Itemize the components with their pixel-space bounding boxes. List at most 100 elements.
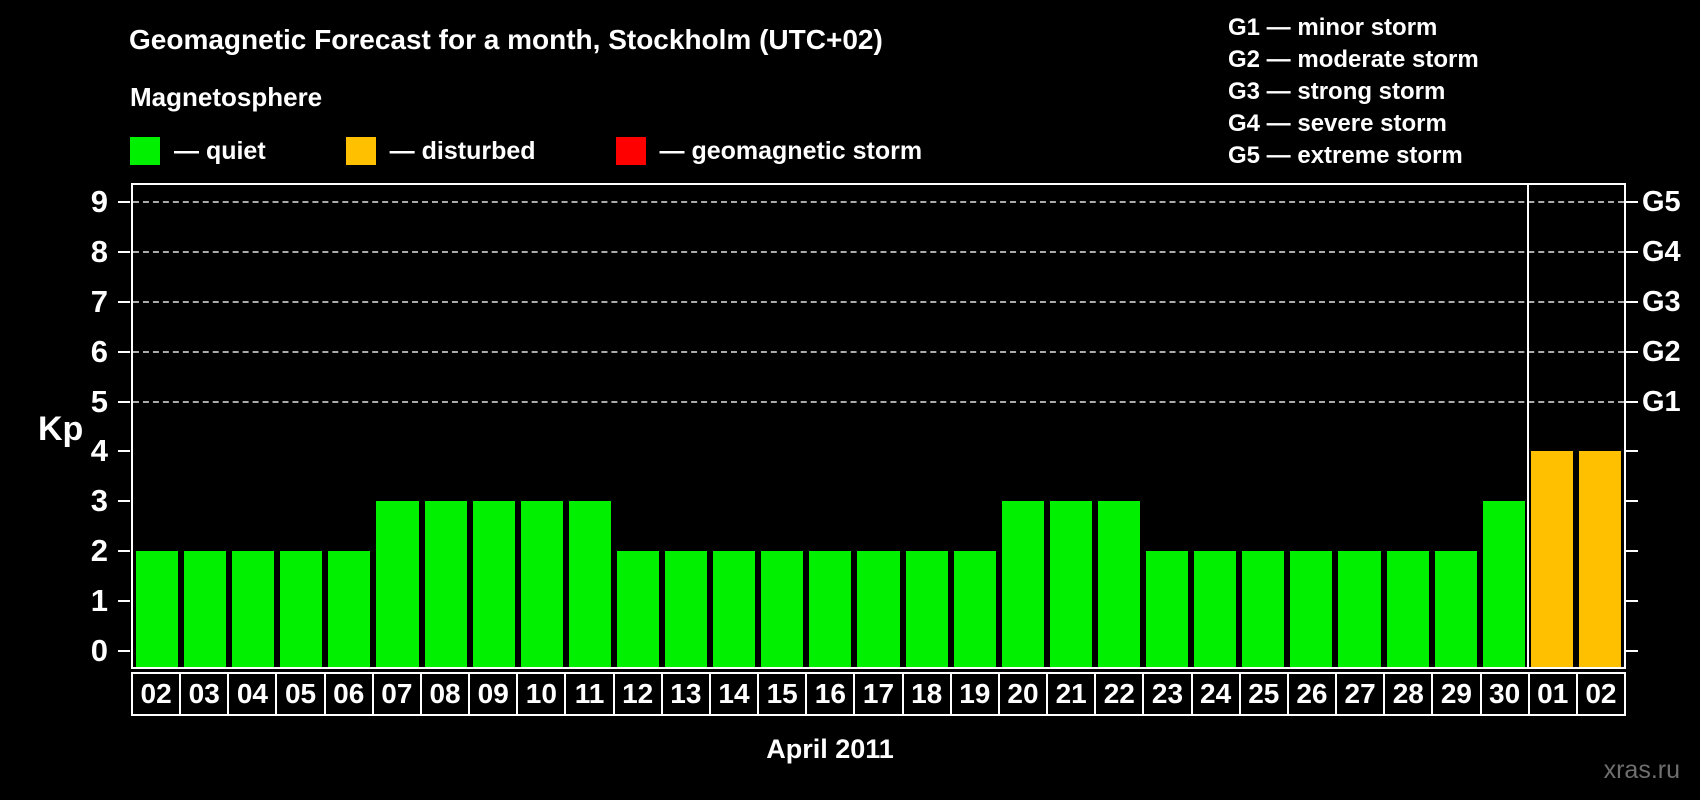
gridline-g3 (133, 300, 1624, 303)
y-tick-left-9 (118, 201, 130, 203)
bar-day-27 (1338, 551, 1381, 667)
y-axis-label-9: 9 (90, 184, 108, 219)
y-axis-label-0: 0 (90, 633, 108, 668)
legend-label-disturbed: — disturbed (389, 137, 536, 165)
bar-day-04 (232, 551, 275, 667)
bar-day-21 (1049, 501, 1092, 667)
bar-day-01 (1530, 451, 1573, 667)
y-tick-right-7 (1626, 300, 1638, 303)
bar-day-12 (616, 551, 660, 667)
bar-day-02 (1578, 451, 1621, 667)
y-tick-right-0 (1626, 650, 1638, 652)
right-axis-label-g2: G2 (1642, 335, 1681, 368)
bar-day-28 (1386, 551, 1429, 667)
day-label-13: 13 (662, 674, 709, 714)
day-label-04: 04 (229, 674, 276, 714)
bar-day-16 (809, 551, 852, 667)
y-axis-title: Kp (38, 410, 84, 448)
y-axis-label-5: 5 (90, 383, 108, 419)
y-tick-right-3 (1626, 500, 1638, 503)
bar-day-22 (1097, 501, 1141, 667)
bar-day-03 (184, 551, 227, 667)
day-label-02: 02 (1577, 674, 1624, 714)
g-scale-legend-line: G1 — minor storm (1228, 14, 1438, 41)
y-tick-left-8 (118, 250, 130, 253)
plot-area (131, 183, 1626, 669)
bar-day-05 (280, 551, 323, 667)
day-label-20: 20 (999, 674, 1047, 714)
bar-day-02 (136, 551, 179, 667)
bar-day-18 (905, 551, 948, 667)
bar-day-19 (953, 551, 996, 667)
day-label-05: 05 (277, 674, 324, 714)
g-scale-legend-line: G3 — strong storm (1228, 78, 1446, 105)
day-label-28: 28 (1385, 674, 1432, 714)
legend-item-quiet: — quiet (130, 137, 266, 165)
y-tick-left-1 (118, 600, 130, 603)
y-tick-left-2 (118, 550, 130, 553)
y-tick-right-6 (1626, 350, 1638, 353)
bar-day-25 (1242, 551, 1285, 667)
y-tick-right-2 (1626, 550, 1638, 553)
day-label-24: 24 (1192, 674, 1239, 714)
y-axis-label-4: 4 (90, 433, 108, 469)
y-tick-right-8 (1626, 250, 1638, 253)
g-scale-legend: G1 — minor storm G2 — moderate storm G3 — … (1228, 12, 1479, 172)
y-tick-left-0 (118, 650, 130, 652)
day-label-01: 01 (1529, 674, 1576, 714)
day-label-08: 08 (421, 674, 469, 714)
bar-day-17 (857, 551, 900, 667)
g-scale-legend-line: G4 — severe storm (1228, 110, 1447, 137)
y-axis-label-8: 8 (90, 233, 108, 269)
day-label-27: 27 (1337, 674, 1384, 714)
bar-day-20 (1001, 501, 1044, 667)
legend-label-storm: — geomagnetic storm (659, 137, 923, 165)
month-separator-line (1526, 185, 1529, 667)
y-axis-label-1: 1 (90, 583, 108, 619)
bar-day-09 (472, 501, 515, 667)
bar-day-24 (1194, 551, 1237, 667)
legend-item-disturbed: — disturbed (345, 137, 536, 165)
day-label-07: 07 (373, 674, 420, 714)
y-tick-right-4 (1626, 450, 1638, 453)
bar-day-13 (665, 551, 708, 667)
day-label-17: 17 (855, 674, 902, 714)
right-axis-label-g5: G5 (1642, 186, 1681, 218)
day-label-06: 06 (325, 674, 372, 714)
g-scale-legend-line: G5 — extreme storm (1228, 142, 1463, 169)
y-tick-left-6 (118, 350, 130, 353)
y-tick-left-7 (118, 300, 130, 303)
day-label-23: 23 (1144, 674, 1191, 714)
y-axis-label-6: 6 (90, 333, 108, 369)
y-tick-right-1 (1626, 600, 1638, 603)
gridline-g1 (133, 400, 1624, 403)
y-tick-right-9 (1626, 201, 1638, 203)
y-tick-left-3 (118, 500, 130, 503)
bar-day-14 (713, 551, 756, 667)
bar-day-11 (568, 501, 611, 667)
y-tick-left-4 (118, 450, 130, 453)
day-label-03: 03 (181, 674, 228, 714)
day-label-11: 11 (566, 674, 613, 714)
bar-day-30 (1482, 501, 1525, 667)
right-axis-label-g4: G4 (1642, 235, 1681, 268)
bar-day-29 (1434, 551, 1477, 667)
watermark: xras.ru (1603, 756, 1680, 784)
storm-swatch-icon (615, 137, 646, 165)
bar-day-15 (761, 551, 804, 667)
bar-day-26 (1290, 551, 1333, 667)
bar-day-10 (520, 501, 563, 667)
gridline-g4 (133, 250, 1624, 253)
day-label-21: 21 (1048, 674, 1095, 714)
magnetosphere-legend: — quiet — disturbed — geomagnetic storm (130, 137, 922, 165)
right-axis-label-g3: G3 (1642, 285, 1681, 318)
day-label-14: 14 (710, 674, 758, 714)
magnetosphere-legend-title: Magnetosphere (130, 82, 323, 112)
y-tick-left-5 (118, 400, 130, 403)
disturbed-swatch-icon (345, 137, 376, 165)
y-axis-label-3: 3 (90, 483, 108, 519)
day-label-10: 10 (518, 674, 565, 714)
gridline-g2 (133, 350, 1624, 353)
y-tick-right-5 (1626, 400, 1638, 403)
bar-day-07 (376, 501, 419, 667)
